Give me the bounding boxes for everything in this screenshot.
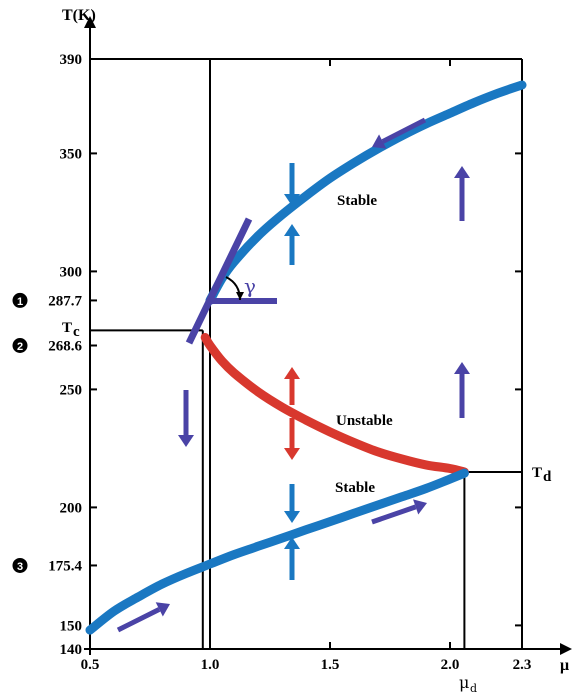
flow-arrow-red-down [284, 418, 300, 460]
arrow-shaft [116, 607, 161, 633]
x-tick-label: 1.5 [321, 657, 340, 673]
flow-arrow-middle-right [454, 362, 470, 418]
y-tick-label: 350 [60, 146, 83, 162]
unstable-label: Unstable [336, 413, 393, 429]
marker-circle [12, 292, 28, 308]
y-tick-label: 200 [60, 500, 83, 516]
marked-tick-label: 175.4 [48, 558, 82, 574]
tc-sub: c [73, 324, 80, 340]
marked-tick-label: 287.7 [48, 293, 82, 309]
x-tick-label: 2.0 [441, 657, 460, 673]
arrow-head [284, 367, 300, 379]
flow-arrow-upper-right [454, 166, 470, 221]
flow-arrow-upper-curve [372, 117, 427, 149]
arrow-head [454, 362, 470, 374]
arrow-shaft [381, 117, 427, 144]
angle-label: γ [244, 274, 256, 298]
stable-lower-label: Stable [335, 480, 375, 496]
marker-number: 3 [17, 561, 23, 573]
tangent-group [185, 217, 277, 345]
y-tick-label: 390 [60, 52, 83, 68]
y-tick-label: 300 [60, 264, 83, 280]
plot-frame [90, 58, 523, 649]
mu-d-sub: d [470, 682, 477, 694]
y-axis-title: T(K) [62, 7, 96, 24]
flow-arrow-lower-curve [371, 499, 427, 525]
y-tick-group: 140 150 200 250 300 350 390 [60, 52, 522, 658]
stable-upper-label: Stable [337, 193, 377, 209]
mu-d-label: μ d [459, 673, 477, 694]
arrow-head [284, 511, 300, 523]
stable-upper-curve [205, 80, 527, 305]
arrow-head [284, 537, 300, 549]
arrow-head [155, 602, 170, 617]
angle-arc-head [236, 292, 244, 300]
arrow-shaft [371, 504, 417, 525]
angle-arc [225, 276, 241, 301]
marked-tick-label: 268.6 [48, 339, 82, 355]
x-axis-title: μ [560, 657, 569, 674]
mu-d-main: μ [459, 673, 469, 692]
flow-arrow-red-up [284, 367, 300, 405]
arrow-head [413, 499, 427, 515]
marker-number: 2 [17, 341, 23, 353]
flow-arrow-blue-down-top [284, 163, 300, 206]
y-tick-label: 140 [60, 642, 83, 658]
arrow-head [454, 166, 470, 178]
arrow-head [372, 134, 387, 149]
tc-label: T c [62, 320, 80, 340]
flow-arrow-left-down [178, 390, 194, 447]
arrow-head [284, 194, 300, 206]
td-sub: d [543, 469, 552, 485]
flow-arrow-lower-start [116, 602, 170, 633]
flow-arrow-blue-up-top [284, 224, 300, 265]
reference-lines [90, 59, 522, 649]
tc-main: T [62, 320, 72, 336]
marked-tick-group: 1 287.7 2 268.6 3 175.4 [12, 292, 97, 574]
flow-arrow-group [116, 117, 470, 633]
x-tick-label: 1.0 [201, 657, 220, 673]
marker-circle [12, 557, 28, 573]
x-tick-label: 2.3 [513, 657, 532, 673]
tangent-line [185, 217, 253, 345]
y-tick-label: 250 [60, 382, 83, 398]
stable-lower-curve [85, 468, 469, 635]
y-tick-label: 150 [60, 618, 83, 634]
td-label: T d [532, 465, 552, 485]
flow-arrow-blue-down-bottom [284, 484, 300, 523]
arrow-head [178, 435, 194, 447]
flow-arrow-blue-up-bottom [284, 537, 300, 580]
marker-number: 1 [17, 296, 23, 308]
td-main: T [532, 465, 542, 481]
x-tick-group: 0.5 1.0 1.5 2.0 2.3 [81, 59, 532, 673]
arrow-head [284, 448, 300, 460]
x-tick-label: 0.5 [81, 657, 100, 673]
marker-circle [12, 338, 28, 354]
unstable-curve [200, 333, 469, 477]
curve-group [85, 80, 527, 635]
arrow-head [284, 224, 300, 236]
